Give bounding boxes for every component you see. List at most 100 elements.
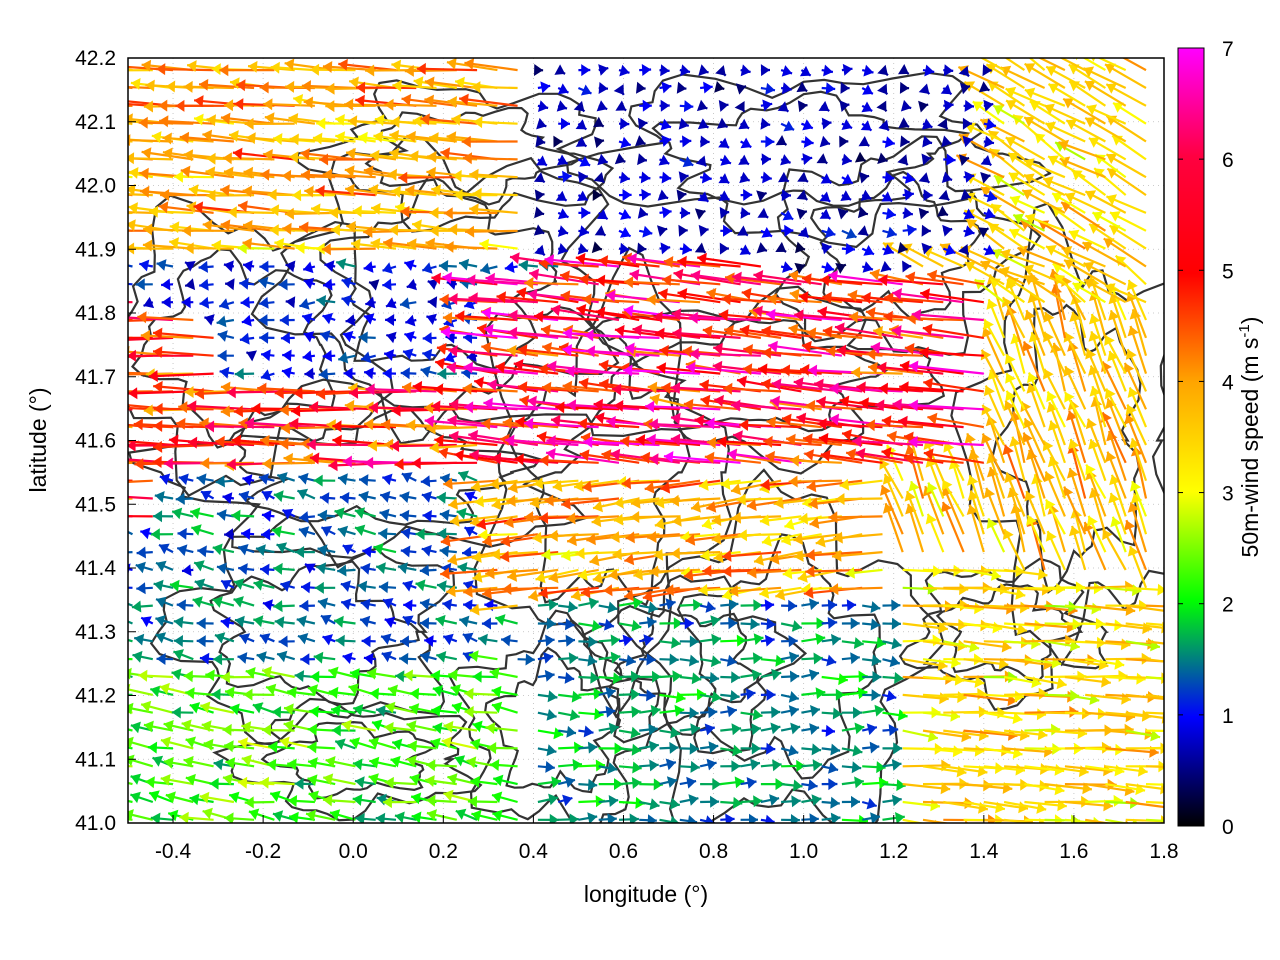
- wind-arrow-head: [316, 295, 327, 307]
- wind-arrow: [670, 547, 721, 560]
- wind-arrow: [296, 615, 316, 628]
- wind-arrow-head: [1056, 677, 1067, 690]
- wind-arrow-head: [107, 720, 117, 732]
- wind-arrow-head: [504, 261, 515, 273]
- wind-arrow: [455, 808, 478, 821]
- wind-arrow-head: [614, 324, 625, 337]
- contour-line: [774, 135, 1042, 356]
- wind-arrow-head: [673, 268, 684, 281]
- wind-arrow-head: [107, 334, 116, 346]
- wind-arrow-head: [426, 759, 436, 772]
- wind-arrow-head: [435, 614, 446, 627]
- wind-arrow: [801, 598, 820, 611]
- wind-arrow: [472, 670, 498, 683]
- wind-arrow: [325, 756, 356, 768]
- wind-arrow-head: [133, 418, 143, 431]
- wind-arrow: [841, 687, 868, 700]
- wind-arrow-head: [687, 815, 698, 823]
- wind-arrow-head: [706, 436, 717, 449]
- wind-arrow-head: [270, 790, 281, 802]
- wind-arrow: [639, 740, 659, 753]
- wind-arrow: [485, 722, 518, 735]
- wind-arrow-head: [870, 618, 881, 631]
- wind-arrow-head: [64, 439, 73, 451]
- wind-arrow: [618, 654, 636, 667]
- wind-arrow-head: [686, 776, 697, 789]
- wind-arrow-shaft: [128, 620, 133, 625]
- contour-line: [128, 194, 395, 498]
- wind-arrow: [279, 314, 295, 327]
- wind-arrow: [313, 651, 336, 664]
- wind-arrow: [198, 260, 214, 273]
- wind-arrow-head: [737, 529, 747, 542]
- wind-arrow: [612, 548, 660, 561]
- wind-arrow: [507, 568, 559, 582]
- wind-arrow-head: [66, 404, 75, 416]
- wind-arrow: [276, 650, 296, 663]
- wind-arrow-head: [172, 507, 183, 520]
- wind-arrow-head: [673, 617, 683, 630]
- wind-arrow: [471, 809, 498, 822]
- wind-arrow-head: [399, 491, 410, 503]
- wind-arrow: [841, 744, 863, 757]
- wind-arrow-head: [478, 633, 488, 646]
- wind-arrow-head: [287, 758, 297, 771]
- wind-arrow: [548, 568, 599, 584]
- wind-arrow-head: [593, 687, 603, 700]
- wind-arrow: [882, 779, 906, 792]
- contour-line: [565, 71, 1052, 249]
- wind-arrow-head: [502, 417, 513, 429]
- wind-arrow-head: [382, 796, 392, 809]
- wind-arrow: [821, 261, 835, 274]
- wind-arrow-head: [395, 670, 405, 683]
- wind-arrow-head: [539, 454, 549, 467]
- wind-arrow: [639, 759, 659, 772]
- wind-arrow: [618, 705, 641, 718]
- wind-arrow-head: [835, 493, 845, 505]
- wind-arrow: [720, 813, 735, 823]
- wind-arrow-head: [283, 719, 294, 732]
- wind-arrow-head: [431, 704, 441, 717]
- wind-arrow: [558, 759, 583, 771]
- wind-arrow: [305, 809, 336, 822]
- wind-arrow-head: [896, 779, 906, 792]
- wind-arrow-head: [411, 792, 422, 805]
- wind-arrow-head: [215, 475, 225, 488]
- wind-arrow: [861, 812, 881, 823]
- wind-arrow-head: [248, 808, 260, 820]
- wind-arrow-head: [829, 583, 839, 596]
- wind-arrow: [261, 490, 275, 502]
- wind-arrow: [136, 582, 153, 595]
- wind-arrow: [781, 670, 800, 683]
- wind-arrow-head: [709, 671, 720, 684]
- wind-arrow: [943, 744, 985, 757]
- wind-arrow-head: [222, 723, 232, 736]
- wind-arrow-shaft: [1145, 640, 1164, 645]
- wind-arrow: [639, 814, 657, 823]
- wind-arrow-head: [433, 383, 444, 396]
- wind-arrow-head: [420, 365, 431, 378]
- wind-arrow: [177, 527, 194, 540]
- wind-arrow: [345, 314, 356, 327]
- wind-arrow-head: [314, 581, 324, 594]
- wind-arrow: [406, 278, 417, 291]
- wind-arrow-head: [273, 490, 284, 503]
- wind-arrow-head: [566, 399, 577, 412]
- wind-arrow-head: [134, 633, 145, 646]
- wind-arrow-head: [712, 778, 722, 791]
- wind-arrow-head: [1037, 568, 1048, 581]
- wind-arrow-head: [789, 454, 800, 467]
- wind-arrow-head: [857, 687, 868, 700]
- wind-arrow-head: [698, 584, 708, 596]
- wind-arrow: [679, 672, 702, 685]
- wind-arrow-head: [420, 651, 431, 663]
- wind-arrow-head: [670, 815, 680, 823]
- wind-arrow-head: [80, 459, 89, 471]
- wind-arrow: [862, 671, 882, 683]
- wind-arrow-head: [587, 654, 598, 667]
- wind-arrow: [487, 742, 518, 754]
- wind-arrow-head: [753, 633, 764, 646]
- wind-arrow: [419, 564, 437, 577]
- wind-arrow-head: [492, 809, 503, 822]
- wind-arrow-head: [538, 363, 549, 375]
